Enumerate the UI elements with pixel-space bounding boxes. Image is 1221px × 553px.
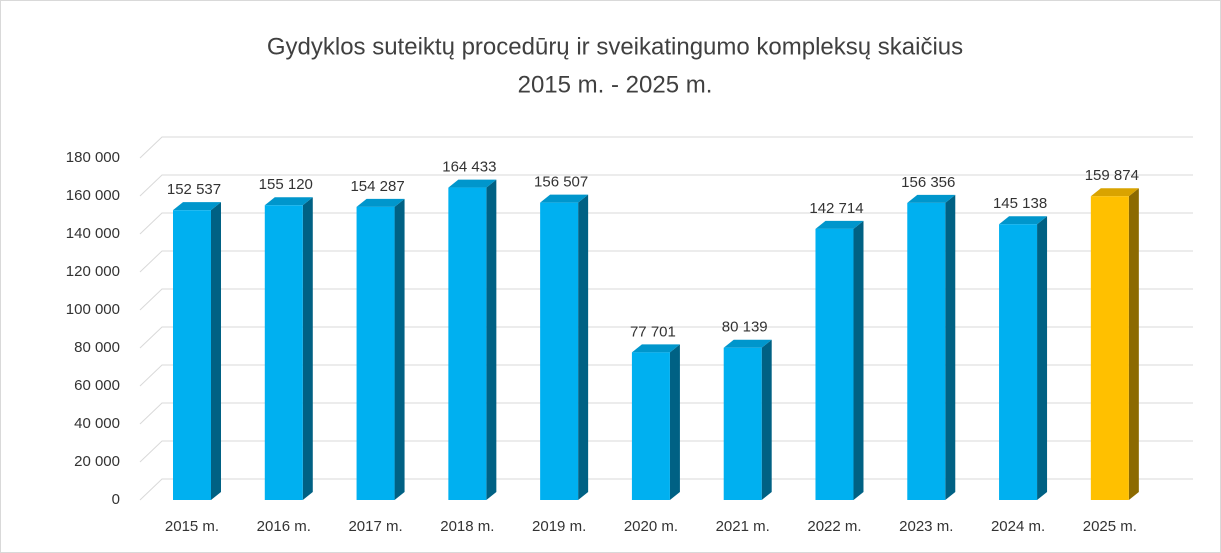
bar-top — [264, 197, 313, 206]
x-tick-label: 2024 m. — [991, 518, 1045, 535]
bar-side — [578, 194, 589, 500]
value-label: 80 139 — [722, 319, 768, 336]
y-tick-label: 180 000 — [66, 149, 120, 166]
bar — [907, 194, 956, 501]
bar-top — [815, 220, 864, 229]
value-label: 156 507 — [534, 174, 588, 191]
bar-front — [540, 202, 579, 500]
value-label: 145 138 — [993, 195, 1047, 212]
bar-front — [815, 228, 854, 501]
y-tick-label: 60 000 — [74, 377, 120, 394]
x-tick-label: 2021 m. — [716, 518, 770, 535]
bar-side — [394, 198, 405, 500]
grid-line — [139, 174, 1193, 197]
bar-top — [540, 194, 589, 203]
bar — [540, 194, 589, 500]
x-tick-label: 2025 m. — [1083, 518, 1137, 535]
y-tick-label: 120 000 — [66, 263, 120, 280]
y-tick-label: 20 000 — [74, 453, 120, 470]
x-tick-label: 2020 m. — [624, 518, 678, 535]
bar-front — [631, 352, 670, 500]
bar — [631, 344, 680, 500]
y-tick-label: 80 000 — [74, 339, 120, 356]
bar-front — [173, 210, 211, 501]
value-label: 159 874 — [1085, 167, 1139, 184]
grid-line — [139, 212, 1193, 235]
bar-top — [448, 179, 497, 188]
bar-top — [723, 339, 772, 348]
bar-front — [1090, 196, 1129, 501]
bar-front — [448, 187, 487, 500]
bar-side — [1128, 188, 1139, 501]
bar-top — [356, 198, 405, 207]
bar-side — [945, 194, 956, 501]
bar-side — [669, 344, 680, 500]
value-label: 77 701 — [630, 323, 676, 340]
bar — [723, 339, 772, 500]
y-tick-label: 40 000 — [74, 415, 120, 432]
bar-top — [631, 344, 680, 353]
value-label: 156 356 — [901, 174, 955, 191]
value-label: 164 433 — [442, 159, 496, 176]
y-tick-label: 100 000 — [66, 301, 120, 318]
bar-top — [173, 202, 221, 211]
x-tick-label: 2023 m. — [899, 518, 953, 535]
bar-top — [1090, 188, 1139, 197]
bar-side — [486, 179, 497, 500]
bar-front — [907, 202, 946, 501]
bar — [264, 197, 313, 500]
x-tick-label: 2022 m. — [807, 518, 861, 535]
value-label: 152 537 — [167, 181, 221, 198]
chart-title: 2015 m. - 2025 m. — [518, 71, 713, 98]
grid-line — [139, 136, 1193, 159]
bar-top — [999, 216, 1048, 225]
y-tick-label: 0 — [112, 491, 120, 508]
x-tick-label: 2018 m. — [440, 518, 494, 535]
bar-front — [999, 224, 1038, 500]
value-label: 155 120 — [259, 176, 313, 193]
value-label: 154 287 — [350, 178, 404, 195]
x-tick-label: 2017 m. — [348, 518, 402, 535]
bar-side — [761, 339, 772, 500]
x-tick-label: 2016 m. — [257, 518, 311, 535]
value-label: 142 714 — [809, 200, 863, 217]
x-tick-label: 2015 m. — [165, 518, 219, 535]
x-tick-label: 2019 m. — [532, 518, 586, 535]
bar — [815, 220, 864, 501]
y-tick-label: 160 000 — [66, 187, 120, 204]
bar-front — [356, 206, 395, 500]
bar — [1090, 188, 1139, 501]
bar-side — [302, 197, 313, 500]
bar-front — [264, 205, 303, 500]
bar-side — [853, 220, 864, 501]
bar — [173, 202, 221, 501]
bar — [448, 179, 497, 500]
bar-side — [1037, 216, 1048, 500]
bar — [999, 216, 1048, 500]
y-tick-label: 140 000 — [66, 225, 120, 242]
bar-front — [723, 347, 762, 500]
bar — [356, 198, 405, 500]
chart-title: Gydyklos suteiktų procedūrų ir sveikatin… — [267, 33, 963, 60]
bar-side — [211, 202, 221, 501]
bar-top — [907, 194, 956, 203]
